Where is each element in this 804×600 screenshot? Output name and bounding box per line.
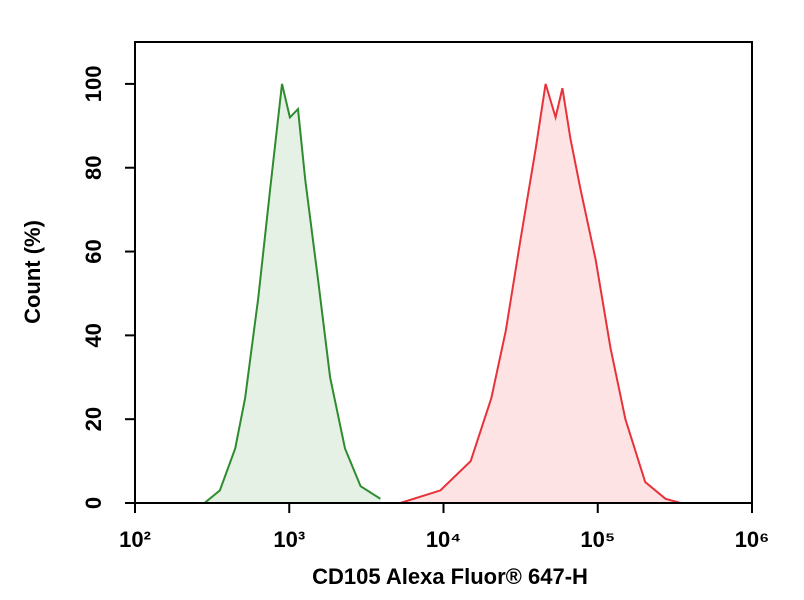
y-tick-label: 60 xyxy=(81,239,106,263)
y-tick-label: 40 xyxy=(81,323,106,347)
x-tick-label: 10⁶ xyxy=(735,527,770,552)
x-tick-label: 10² xyxy=(119,527,151,552)
plot-frame xyxy=(134,41,753,504)
histogram-line xyxy=(203,83,381,504)
histogram-area xyxy=(400,83,681,504)
y-tick-label: 0 xyxy=(81,497,106,509)
y-tick-label: 100 xyxy=(81,66,106,103)
x-tick-label: 10³ xyxy=(273,527,305,552)
x-tick-label: 10⁴ xyxy=(426,527,461,552)
histogram-line xyxy=(400,83,681,504)
y-tick-label: 80 xyxy=(81,155,106,179)
x-tick-label: 10⁵ xyxy=(580,527,615,552)
histogram-area xyxy=(204,83,381,504)
y-axis-title: Count (%) xyxy=(20,220,45,324)
x-axis-title: CD105 Alexa Fluor® 647-H xyxy=(312,564,588,589)
y-tick-label: 20 xyxy=(81,407,106,431)
